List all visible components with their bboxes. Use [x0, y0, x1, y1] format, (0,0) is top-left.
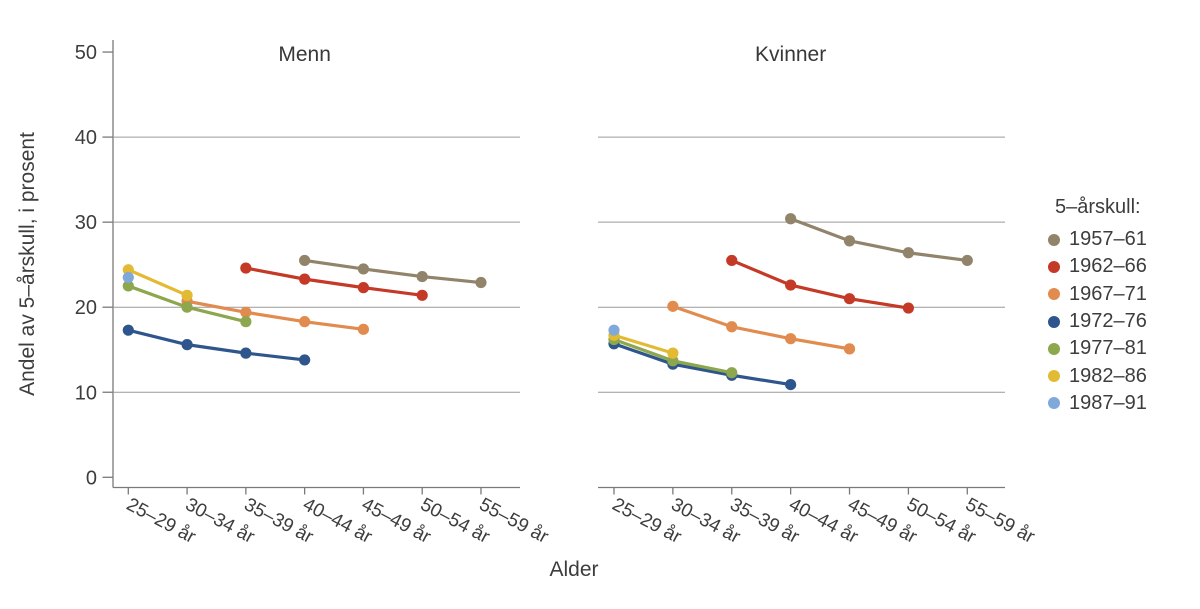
- facet-title: Kvinner: [755, 43, 826, 66]
- series-point: [240, 306, 252, 318]
- series-line: [671, 304, 852, 351]
- legend-label: 1977–81: [1069, 337, 1147, 360]
- y-tick-label: 30: [75, 212, 97, 234]
- legend-item: 1972–76: [1040, 308, 1200, 335]
- legend-label: 1982–86: [1069, 364, 1147, 387]
- series-point: [122, 280, 134, 292]
- legend-label: 1967–71: [1069, 282, 1147, 305]
- legend-dot-icon: [1048, 315, 1060, 328]
- series-line: [244, 266, 424, 297]
- legend-item: 1987–91: [1040, 390, 1200, 417]
- series-line: [126, 268, 189, 297]
- series-point: [299, 273, 311, 285]
- series-point: [122, 264, 134, 276]
- legend-item: 1982–86: [1040, 362, 1200, 389]
- series-point: [357, 323, 370, 335]
- legend-item: 1957–61: [1040, 226, 1200, 253]
- series-point: [475, 276, 487, 289]
- y-axis-title: Andel av 5–årskull, i prosent: [16, 132, 39, 396]
- series-point: [181, 301, 193, 313]
- series-point: [357, 263, 370, 275]
- legend-item: 1962–66: [1040, 253, 1200, 280]
- series-point: [726, 254, 738, 267]
- series-line: [612, 342, 793, 387]
- series-point: [785, 279, 797, 291]
- legend-label: 1962–66: [1069, 255, 1147, 278]
- legend-title: 5–årskull:: [1055, 196, 1141, 218]
- series-point: [843, 343, 856, 355]
- series-line: [126, 328, 307, 362]
- legend-items: 1957–61 1962–66 1967–71 1972–76 1977–81 1982–…: [1040, 226, 1200, 417]
- legend: 5–årskull: 1957–61 1962–66 1967–71 1972–76 1…: [1040, 196, 1200, 417]
- series-line: [303, 258, 483, 285]
- series-point: [726, 367, 738, 379]
- x-axis-title: Alder: [549, 558, 598, 581]
- legend-dot-icon: [1048, 233, 1060, 246]
- series-point: [785, 333, 797, 345]
- legend-dot-icon: [1048, 342, 1060, 355]
- series-point: [902, 302, 915, 314]
- series-line: [185, 299, 366, 331]
- series-point: [122, 324, 134, 336]
- series-point: [785, 213, 797, 225]
- series-point: [902, 247, 915, 259]
- facet-title: Menn: [278, 43, 331, 66]
- series-point: [667, 347, 679, 359]
- series-point: [667, 355, 679, 367]
- y-tick-label: 50: [75, 42, 97, 64]
- series-point: [299, 354, 311, 366]
- series-point: [843, 293, 856, 305]
- series-point: [299, 316, 311, 328]
- series-point: [181, 289, 193, 301]
- series-line: [730, 258, 911, 310]
- series-point: [416, 270, 428, 283]
- series-point: [416, 289, 428, 301]
- y-tick-label: 40: [75, 127, 97, 149]
- y-tick-label: 20: [75, 297, 97, 319]
- series-point: [240, 316, 252, 328]
- x-tick-label: 55–59 år: [962, 494, 1039, 548]
- series-line: [612, 333, 675, 355]
- series-point: [961, 254, 973, 267]
- legend-label: 1957–61: [1069, 228, 1147, 251]
- legend-dot-icon: [1048, 370, 1060, 383]
- series-point: [785, 378, 797, 391]
- series-point: [240, 347, 252, 359]
- series-point: [667, 300, 679, 312]
- legend-dot-icon: [1048, 288, 1060, 301]
- series-point: [726, 321, 738, 333]
- series-point: [240, 262, 252, 274]
- series-point: [843, 235, 856, 247]
- legend-item: 1967–71: [1040, 281, 1200, 308]
- legend-item: 1977–81: [1040, 335, 1200, 362]
- legend-dot-icon: [1048, 397, 1060, 410]
- series-point: [181, 339, 193, 351]
- y-tick-label: 10: [75, 382, 97, 404]
- series-point: [299, 254, 311, 267]
- legend-label: 1987–91: [1069, 391, 1147, 414]
- series-point: [122, 271, 134, 284]
- legend-dot-icon: [1048, 260, 1060, 273]
- legend-label: 1972–76: [1069, 310, 1147, 333]
- series-point: [608, 324, 620, 336]
- series-line: [789, 217, 969, 263]
- series-point: [357, 282, 370, 294]
- y-tick-label: 0: [86, 467, 97, 489]
